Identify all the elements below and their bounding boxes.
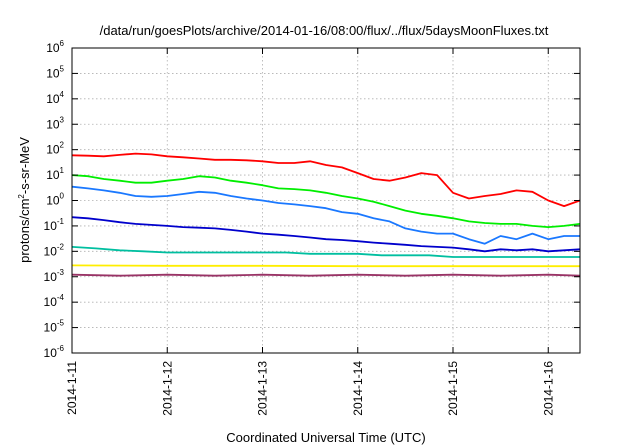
y-tick-base: 10	[46, 92, 60, 106]
y-tick-exponent: 4	[60, 90, 65, 99]
y-axis-label: protons/cm2-s-sr-MeV	[17, 137, 32, 263]
y-tick-exponent: 5	[60, 64, 65, 73]
y-tick-label: 103	[46, 115, 64, 131]
y-tick-label: 102	[46, 141, 64, 157]
y-tick-base: 10	[46, 143, 60, 157]
y-tick-base: 10	[46, 117, 60, 131]
y-tick-exponent: 2	[60, 141, 65, 150]
series-line-3	[71, 185, 580, 245]
y-tick-label: 10-2	[44, 242, 65, 258]
series-line-6	[71, 264, 580, 268]
y-axis-label-post: -s-sr-MeV	[17, 137, 32, 194]
x-axis-label: Coordinated Universal Time (UTC)	[226, 430, 425, 445]
y-tick-exponent: 3	[60, 115, 65, 124]
y-tick-label: 101	[46, 166, 64, 182]
y-tick-base: 10	[44, 244, 58, 258]
y-tick-base: 10	[46, 41, 60, 55]
y-tick-exponent: -5	[57, 319, 65, 328]
y-tick-label: 10-6	[44, 344, 65, 360]
x-tick-label: 2014-1-11	[65, 361, 79, 415]
y-tick-base: 10	[46, 66, 60, 80]
series-line-1	[71, 152, 581, 207]
series-line-5	[71, 246, 580, 258]
y-tick-label: 10-5	[44, 319, 65, 335]
y-tick-base: 10	[44, 219, 58, 233]
y-tick-label: 104	[46, 90, 64, 106]
y-tick-base: 10	[44, 270, 58, 284]
y-tick-exponent: -4	[57, 293, 65, 302]
y-tick-label: 10-4	[44, 293, 65, 309]
x-axis-ticks: 2014-1-11 2014-1-12 2014-1-13 2014-1-14 2014…	[65, 48, 555, 416]
y-tick-label: 10-3	[44, 268, 65, 284]
y-tick-exponent: 0	[60, 192, 65, 201]
series-line-4	[71, 216, 581, 253]
y-axis-label-sup: 2	[17, 194, 26, 199]
y-tick-exponent: 1	[60, 166, 65, 175]
x-tick-label: 2014-1-14	[351, 361, 365, 416]
y-tick-exponent: -2	[57, 242, 65, 251]
x-tick-label: 2014-1-15	[446, 361, 460, 416]
y-axis-ticks: 10-610-510-410-310-210-11001011021031041…	[44, 39, 580, 360]
y-tick-label: 100	[46, 192, 64, 208]
y-tick-base: 10	[44, 346, 58, 360]
x-tick-label: 2014-1-13	[256, 361, 270, 416]
y-tick-exponent: 6	[60, 39, 65, 48]
y-tick-base: 10	[44, 321, 58, 335]
grid-layer	[72, 48, 580, 353]
y-tick-exponent: -1	[57, 217, 65, 226]
y-tick-exponent: -3	[57, 268, 65, 277]
y-tick-exponent: -6	[57, 344, 65, 353]
y-tick-base: 10	[46, 168, 60, 182]
y-tick-base: 10	[46, 194, 60, 208]
y-axis-label-pre: protons/cm	[17, 199, 32, 263]
y-tick-label: 10-1	[44, 217, 65, 233]
y-tick-label: 106	[46, 39, 64, 55]
x-tick-label: 2014-1-16	[541, 361, 555, 416]
series-line-2	[71, 174, 581, 228]
x-tick-label: 2014-1-12	[160, 361, 174, 416]
y-tick-base: 10	[44, 295, 58, 309]
series-layer	[71, 152, 581, 277]
y-tick-label: 105	[46, 64, 64, 80]
series-line-7	[71, 273, 581, 277]
chart-title: /data/run/goesPlots/archive/2014-01-16/0…	[100, 23, 549, 38]
